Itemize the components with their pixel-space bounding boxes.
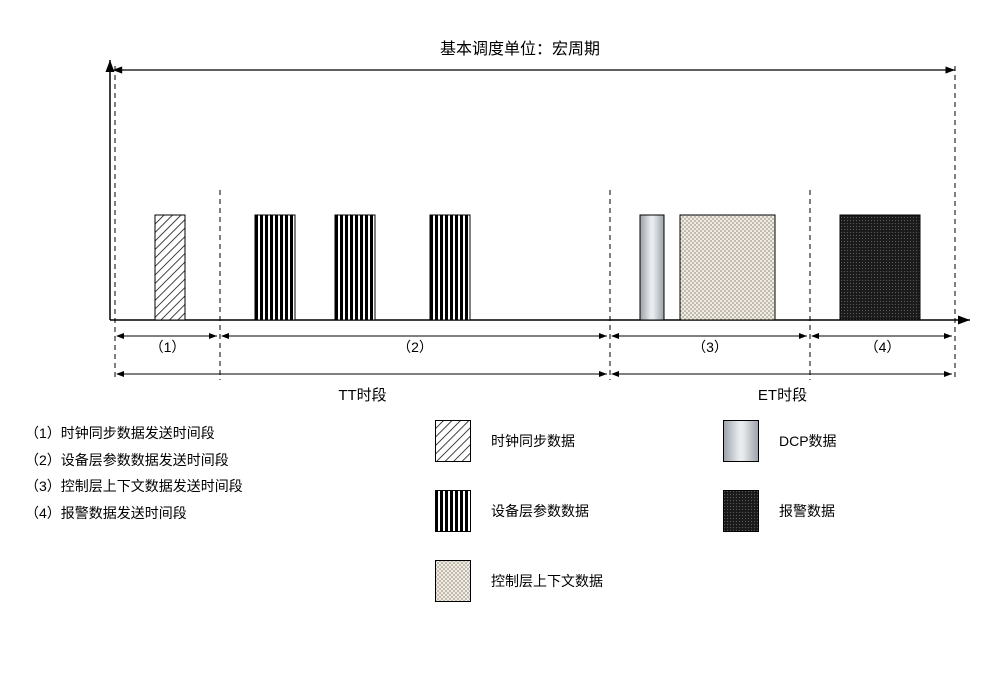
- legend-text-item: （3）控制层上下文数据发送时间段: [25, 473, 355, 500]
- svg-text:（2）: （2）: [397, 339, 433, 355]
- svg-text:（1）: （1）: [150, 339, 186, 355]
- legend-label: 报警数据: [779, 501, 835, 521]
- legend-column-right: DCP数据报警数据: [723, 420, 837, 602]
- swatch-dark: [723, 490, 759, 532]
- legend-text-list: （1）时钟同步数据发送时间段（2）设备层参数数据发送时间段（3）控制层上下文数据…: [20, 420, 355, 602]
- legend: （1）时钟同步数据发送时间段（2）设备层参数数据发送时间段（3）控制层上下文数据…: [20, 420, 980, 602]
- legend-text-item: （4）报警数据发送时间段: [25, 500, 355, 527]
- svg-text:（4）: （4）: [865, 339, 901, 355]
- legend-item: 控制层上下文数据: [435, 560, 603, 602]
- swatch-dots: [435, 560, 471, 602]
- svg-text:（3）: （3）: [692, 339, 728, 355]
- timing-diagram: 基本调度单位：宏周期 （1）（2）（3）（4）TT时段ET时段: [60, 30, 980, 390]
- chart-svg: （1） （2） （3） （4） TT时段 ET时段: [60, 30, 980, 430]
- svg-text:ET时段: ET时段: [758, 387, 807, 404]
- legend-item: 设备层参数数据: [435, 490, 603, 532]
- legend-label: 设备层参数数据: [491, 501, 589, 521]
- swatch-vstripe: [435, 490, 471, 532]
- legend-label: 时钟同步数据: [491, 431, 575, 451]
- svg-text:TT时段: TT时段: [338, 387, 386, 404]
- legend-item: 报警数据: [723, 490, 837, 532]
- legend-label: 控制层上下文数据: [491, 571, 603, 591]
- legend-text-item: （2）设备层参数数据发送时间段: [25, 447, 355, 474]
- legend-label: DCP数据: [779, 431, 837, 451]
- legend-column-mid: 时钟同步数据设备层参数数据控制层上下文数据: [435, 420, 603, 602]
